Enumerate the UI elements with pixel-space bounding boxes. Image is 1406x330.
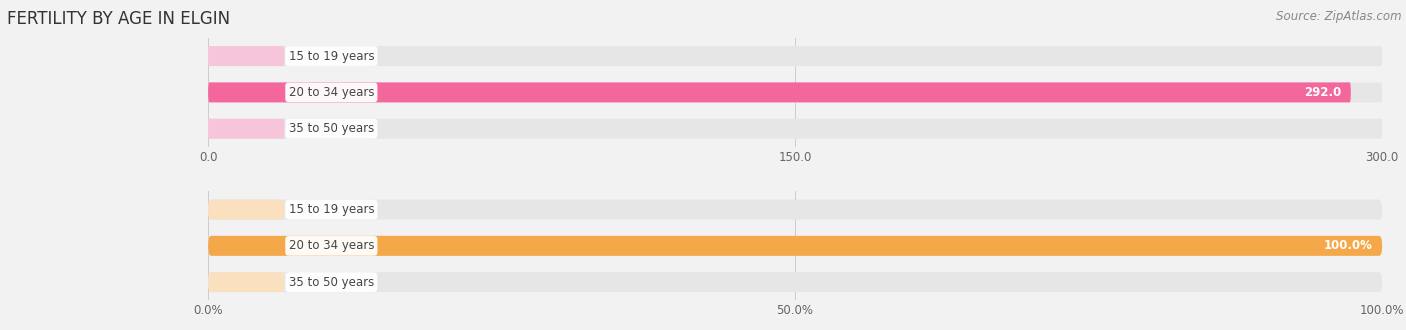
FancyBboxPatch shape bbox=[208, 82, 1351, 102]
Text: 35 to 50 years: 35 to 50 years bbox=[288, 122, 374, 135]
FancyBboxPatch shape bbox=[208, 200, 1382, 219]
Text: FERTILITY BY AGE IN ELGIN: FERTILITY BY AGE IN ELGIN bbox=[7, 10, 231, 28]
Text: 15 to 19 years: 15 to 19 years bbox=[288, 50, 374, 63]
Text: 100.0%: 100.0% bbox=[1324, 239, 1372, 252]
Text: 292.0: 292.0 bbox=[1305, 86, 1341, 99]
Text: 15 to 19 years: 15 to 19 years bbox=[288, 203, 374, 216]
FancyBboxPatch shape bbox=[208, 119, 284, 139]
FancyBboxPatch shape bbox=[208, 236, 1382, 256]
Text: 0.0%: 0.0% bbox=[298, 276, 328, 289]
FancyBboxPatch shape bbox=[208, 82, 1382, 102]
Text: 20 to 34 years: 20 to 34 years bbox=[288, 239, 374, 252]
FancyBboxPatch shape bbox=[208, 272, 284, 292]
FancyBboxPatch shape bbox=[208, 46, 284, 66]
FancyBboxPatch shape bbox=[208, 236, 1382, 256]
Text: Source: ZipAtlas.com: Source: ZipAtlas.com bbox=[1277, 10, 1402, 23]
FancyBboxPatch shape bbox=[208, 46, 1382, 66]
Text: 0.0%: 0.0% bbox=[298, 203, 328, 216]
Text: 20 to 34 years: 20 to 34 years bbox=[288, 86, 374, 99]
Text: 0.0: 0.0 bbox=[298, 122, 316, 135]
FancyBboxPatch shape bbox=[208, 272, 1382, 292]
FancyBboxPatch shape bbox=[208, 119, 1382, 139]
FancyBboxPatch shape bbox=[208, 200, 284, 219]
Text: 35 to 50 years: 35 to 50 years bbox=[288, 276, 374, 289]
Text: 0.0: 0.0 bbox=[298, 50, 316, 63]
